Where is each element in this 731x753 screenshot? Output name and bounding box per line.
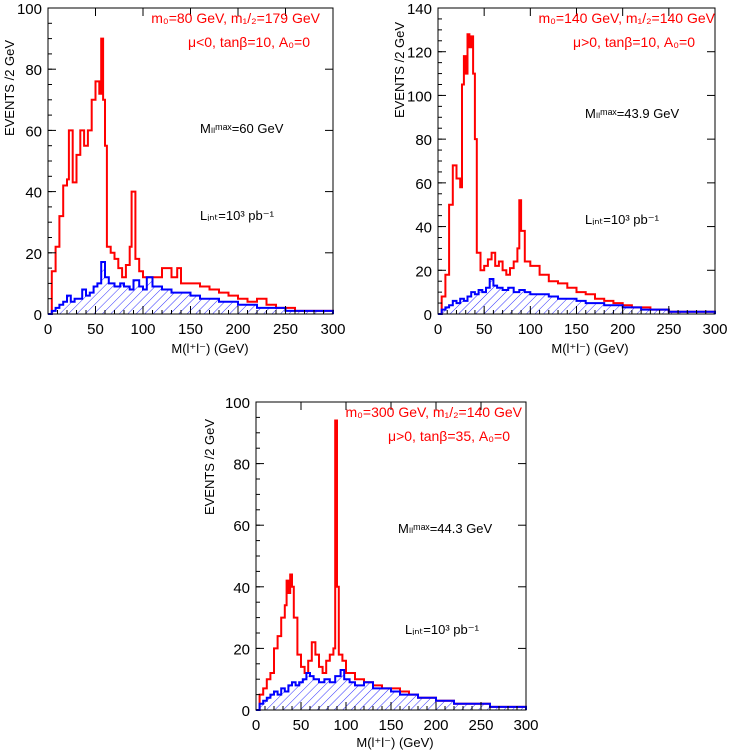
- panel-2-lumi: Lᵢₙₜ=10³ pb⁻¹: [585, 212, 660, 227]
- panel-3-xtick-label: 100: [333, 717, 358, 734]
- panel-3-xtick-label: 150: [378, 717, 403, 734]
- panel-3-xlabel: M(l⁺l⁻) (GeV): [356, 735, 433, 750]
- panel-1-params-line1: m₀=80 GeV, m₁/₂=179 GeV: [151, 10, 320, 26]
- panel-1-params-line2: μ<0, tanβ=10, A₀=0: [188, 34, 310, 50]
- panel-3-ytick-label: 80: [233, 457, 250, 474]
- panel-2-ylabel: EVENTS /2 GeV: [392, 22, 407, 118]
- panel-2-xlabel: M(l⁺l⁻) (GeV): [551, 341, 628, 356]
- panel-3-lumi: Lᵢₙₜ=10³ pb⁻¹: [405, 622, 480, 637]
- panel-3-params-line2: μ>0, tanβ=35, A₀=0: [388, 428, 510, 444]
- panel-2-ytick-label: 140: [407, 1, 432, 18]
- panel-1-mllmax: Mₗₗᵐᵃˣ=60 GeV: [200, 121, 284, 136]
- panel-3-xtick-label: 300: [513, 717, 538, 734]
- panel-1-lumi: Lᵢₙₜ=10³ pb⁻¹: [200, 208, 275, 223]
- panel-2-params-line2: μ>0, tanβ=10, A₀=0: [573, 34, 695, 50]
- panel-2-ytick-label: 60: [415, 176, 432, 193]
- panel-3-signal-histogram: [256, 419, 527, 711]
- panel-3-ytick-label: 40: [233, 580, 250, 597]
- panel-3-background-histogram: [256, 669, 527, 711]
- panel-2-xtick-label: 100: [518, 321, 543, 338]
- panel-3-xtick-label: 0: [252, 717, 260, 734]
- panel-1-ytick-label: 20: [25, 246, 42, 263]
- panel-2-params-line1: m₀=140 GeV, m₁/₂=140 GeV: [538, 10, 715, 26]
- panel-2-plot-area: 0 50 100 150 200 250 300 0 20 40 60 80 100 120 140: [407, 1, 728, 338]
- panel-1-xtick-label: 50: [87, 321, 104, 338]
- panel-1-background-hatch: [48, 262, 333, 314]
- panel-3-params-line1: m₀=300 GeV, m₁/₂=140 GeV: [345, 404, 522, 420]
- panel-2-xtick-label: 0: [434, 321, 442, 338]
- panel-2-ytick-label: 40: [415, 220, 432, 237]
- panel-3: 0 50 100 150 200 250 300 0 20 40 60 80 100 m₀=300 Ge…: [202, 395, 539, 750]
- panel-1-ylabel: EVENTS /2 GeV: [2, 40, 17, 136]
- panel-3-frame: [255, 401, 527, 711]
- panel-2-ytick-label: 80: [415, 132, 432, 149]
- panel-2-background-histogram: [438, 278, 716, 315]
- panel-1-xlabel: M(l⁺l⁻) (GeV): [171, 341, 248, 356]
- panel-1-signal-histogram: [48, 37, 334, 315]
- panel-2-xtick-label: 200: [610, 321, 635, 338]
- panel-1-xtick-label: 100: [130, 321, 155, 338]
- panel-2-xtick-label: 300: [702, 321, 727, 338]
- panel-1-xtick-label: 0: [44, 321, 52, 338]
- panel-2-xtick-label: 250: [656, 321, 681, 338]
- panel-1-ytick-label: 60: [25, 123, 42, 140]
- panel-3-ytick-label: 20: [233, 641, 250, 658]
- panel-2-ytick-label: 100: [407, 88, 432, 105]
- panel-1-xtick-label: 150: [178, 321, 203, 338]
- panel-1: 0 50 100 150 200 250 300 0 20 40 60 80 100 m₀=80 GeV…: [2, 1, 346, 356]
- panel-2-ytick-label: 0: [424, 307, 432, 324]
- panel-1-ytick-label: 40: [25, 185, 42, 202]
- panel-2-ytick-label: 20: [415, 263, 432, 280]
- panel-3-plot-area: 0 50 100 150 200 250 300 0 20 40 60 80 100: [225, 395, 539, 734]
- panel-2-background-hatch: [438, 279, 715, 314]
- panel-2-signal-histogram: [438, 33, 716, 315]
- panel-2-ytick-label: 120: [407, 45, 432, 62]
- panel-1-frame: [47, 7, 334, 315]
- panel-3-ytick-label: 60: [233, 518, 250, 535]
- panel-1-background-histogram: [48, 261, 334, 315]
- panel-3-xtick-label: 50: [293, 717, 310, 734]
- panel-3-xtick-label: 200: [423, 717, 448, 734]
- panel-3-ylabel: EVENTS /2 GeV: [202, 419, 217, 515]
- panel-1-ytick-label: 100: [17, 1, 42, 18]
- panel-2: 0 50 100 150 200 250 300 0 20 40 60 80 100 120 140 m₀=…: [392, 1, 728, 356]
- panel-3-ytick-label: 0: [242, 703, 250, 720]
- panel-1-ytick-label: 80: [25, 62, 42, 79]
- panel-1-plot-area: 0 50 100 150 200 250 300 0 20 40 60 80 100: [17, 1, 346, 338]
- panel-1-xtick-label: 300: [320, 321, 345, 338]
- panel-3-mllmax: Mₗₗᵐᵃˣ=44.3 GeV: [398, 521, 493, 536]
- panel-3-xtick-label: 250: [468, 717, 493, 734]
- panel-2-xtick-label: 150: [564, 321, 589, 338]
- panel-1-xtick-label: 250: [273, 321, 298, 338]
- panel-1-ytick-label: 0: [34, 307, 42, 324]
- panel-2-xtick-label: 50: [476, 321, 493, 338]
- panel-3-ytick-label: 100: [225, 395, 250, 412]
- panel-1-xtick-label: 200: [225, 321, 250, 338]
- panel-2-mllmax: Mₗₗᵐᵃˣ=43.9 GeV: [585, 106, 680, 121]
